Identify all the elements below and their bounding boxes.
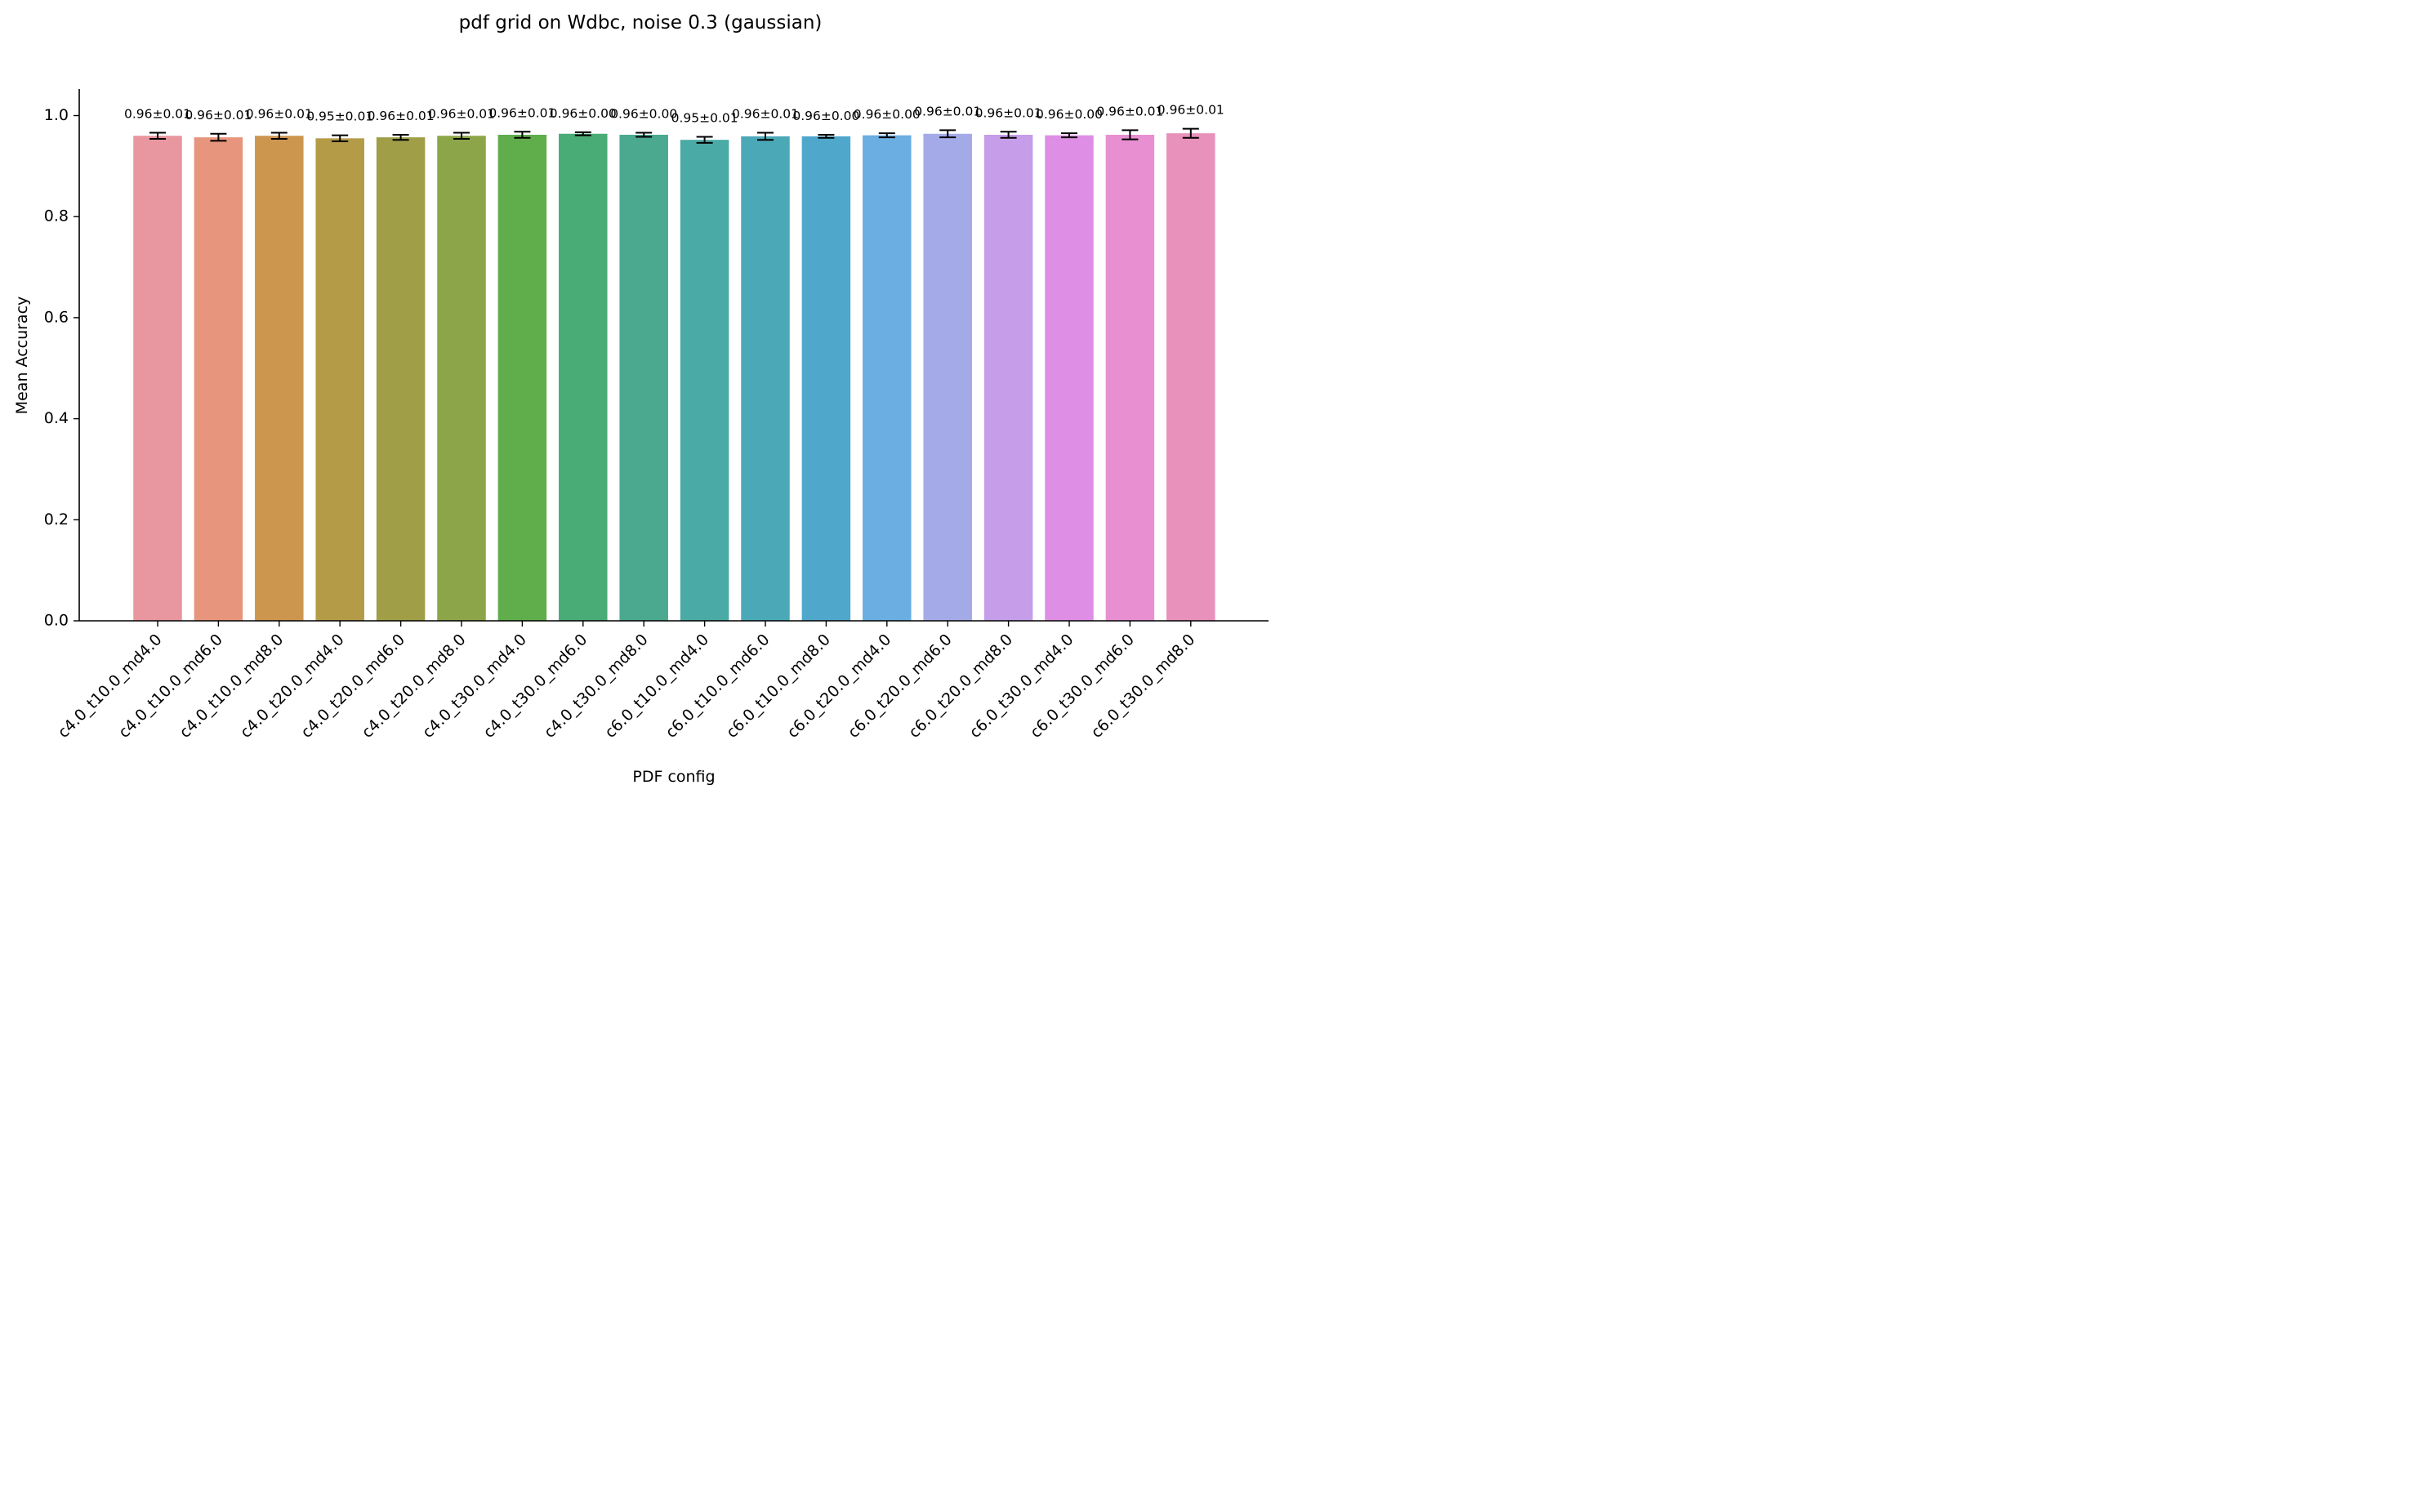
y-tick-label: 0.2 [44, 511, 69, 529]
data-label: 0.96±0.01 [732, 107, 799, 122]
x-tick-label: c6.0_t10.0_md4.0 [601, 631, 712, 742]
bar [1105, 135, 1155, 622]
data-label: 0.96±0.01 [124, 107, 191, 122]
bars-group [133, 133, 1215, 622]
data-label: 0.96±0.01 [1157, 103, 1224, 118]
data-label: 0.96±0.01 [1096, 104, 1163, 118]
data-label: 0.96±0.01 [975, 105, 1042, 120]
x-tick-label: c4.0_t20.0_md6.0 [297, 631, 408, 742]
data-labels-group: 0.96±0.010.96±0.010.96±0.010.95±0.010.96… [124, 103, 1224, 126]
x-tick-label: c6.0_t10.0_md8.0 [723, 631, 834, 742]
data-label: 0.96±0.00 [610, 107, 677, 122]
x-tick-label: c4.0_t10.0_md8.0 [176, 631, 287, 742]
x-axis: c4.0_t10.0_md4.0c4.0_t10.0_md6.0c4.0_t10… [55, 621, 1198, 742]
y-axis: 0.0 0.2 0.4 0.6 0.8 1.0 [44, 106, 79, 630]
x-tick-label: c6.0_t30.0_md8.0 [1087, 631, 1198, 742]
data-label: 0.96±0.01 [246, 107, 313, 122]
x-tick-label: c4.0_t30.0_md6.0 [479, 631, 591, 742]
y-tick-label: 0.0 [44, 612, 69, 630]
bar [680, 140, 729, 622]
data-label: 0.96±0.01 [368, 109, 435, 123]
y-tick-label: 1.0 [44, 106, 69, 124]
bar [194, 137, 243, 621]
data-label: 0.96±0.00 [550, 106, 617, 121]
bar [619, 135, 668, 622]
x-tick-label: c6.0_t20.0_md4.0 [783, 631, 894, 742]
x-tick-label: c6.0_t20.0_md6.0 [845, 631, 956, 742]
data-label: 0.96±0.01 [428, 107, 495, 122]
bar [497, 135, 547, 622]
x-tick-label: c4.0_t30.0_md8.0 [541, 631, 652, 742]
bar [863, 135, 912, 621]
bar [133, 136, 182, 622]
y-tick-label: 0.4 [44, 409, 69, 427]
x-tick-label: c6.0_t10.0_md6.0 [662, 631, 774, 742]
x-tick-label: c4.0_t10.0_md4.0 [55, 631, 166, 742]
bar [559, 133, 608, 622]
data-label: 0.96±0.01 [185, 108, 252, 123]
x-tick-label: c6.0_t30.0_md4.0 [966, 631, 1077, 742]
data-label: 0.96±0.01 [914, 104, 981, 118]
bar [315, 138, 364, 621]
x-tick-label: c4.0_t20.0_md4.0 [237, 631, 348, 742]
data-label: 0.96±0.00 [1036, 107, 1103, 122]
bar [741, 136, 790, 621]
x-axis-title: PDF config [632, 768, 715, 786]
x-tick-label: c4.0_t20.0_md8.0 [359, 631, 470, 742]
bar [1166, 133, 1215, 621]
y-tick-label: 0.6 [44, 308, 69, 326]
bar [376, 137, 426, 621]
data-label: 0.96±0.00 [792, 109, 859, 123]
data-label: 0.95±0.01 [671, 110, 738, 125]
bar [801, 136, 851, 621]
bar [923, 133, 972, 622]
data-label: 0.95±0.01 [306, 109, 373, 124]
x-tick-label: c6.0_t20.0_md8.0 [905, 631, 1016, 742]
x-tick-label: c6.0_t30.0_md6.0 [1027, 631, 1138, 742]
data-label: 0.96±0.01 [488, 105, 555, 120]
error-bars-group [149, 127, 1199, 144]
chart-title: pdf grid on Wdbc, noise 0.3 (gaussian) [459, 12, 823, 33]
bar [1045, 135, 1094, 621]
bar-chart: pdf grid on Wdbc, noise 0.3 (gaussian) 0… [13, 12, 1269, 786]
x-tick-label: c4.0_t10.0_md6.0 [115, 631, 226, 742]
bar [255, 136, 304, 622]
y-axis-title: Mean Accuracy [13, 297, 31, 415]
y-tick-label: 0.8 [44, 207, 69, 225]
x-tick-label: c4.0_t30.0_md4.0 [419, 631, 530, 742]
data-label: 0.96±0.00 [854, 107, 921, 122]
bar [437, 136, 486, 622]
bar [983, 135, 1033, 622]
